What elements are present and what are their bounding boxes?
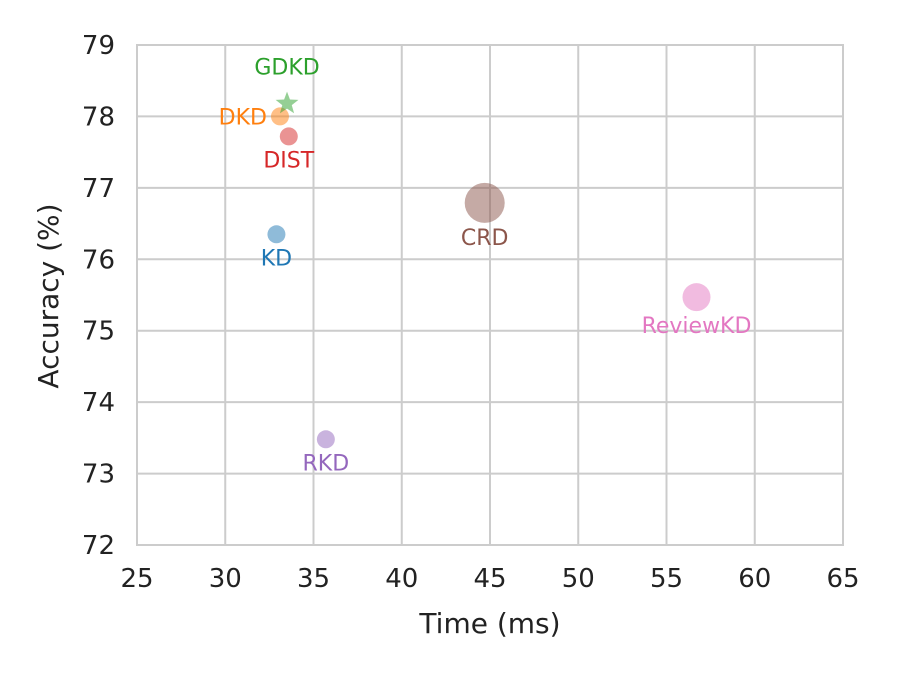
x-tick-label: 50 xyxy=(562,564,595,594)
data-points xyxy=(267,91,711,449)
x-tick-label: 25 xyxy=(120,564,153,594)
y-tick-label: 76 xyxy=(82,245,115,275)
point-dist xyxy=(279,127,298,146)
point-gdkd xyxy=(275,91,299,114)
point-reviewkd xyxy=(682,283,711,312)
plot-frame xyxy=(136,44,844,546)
y-tick-label: 77 xyxy=(82,174,115,204)
point-rkd xyxy=(316,430,335,449)
label-gdkd: GDKD xyxy=(254,56,319,81)
x-tick-label: 40 xyxy=(385,564,418,594)
label-rkd: RKD xyxy=(303,451,350,476)
x-tick-label: 55 xyxy=(650,564,683,594)
label-dkd: DKD xyxy=(219,105,267,130)
y-tick-label: 72 xyxy=(82,531,115,561)
point-dkd xyxy=(270,107,289,126)
label-reviewkd: ReviewKD xyxy=(642,314,752,339)
point-crd xyxy=(464,182,505,223)
point-kd xyxy=(267,225,286,244)
y-tick-label: 79 xyxy=(82,31,115,61)
x-tick-label: 60 xyxy=(738,564,771,594)
x-tick-label: 30 xyxy=(209,564,242,594)
label-crd: CRD xyxy=(461,226,509,251)
y-axis-label: Accuracy (%) xyxy=(32,203,65,388)
label-dist: DIST xyxy=(263,148,314,173)
y-tick-label: 75 xyxy=(82,317,115,347)
x-tick-label: 45 xyxy=(473,564,506,594)
label-kd: KD xyxy=(261,246,292,271)
x-tick-label: 65 xyxy=(826,564,859,594)
y-tick-label: 78 xyxy=(82,102,115,132)
data-labels: KD DKD DIST GDKD RKD CRD ReviewKD xyxy=(219,56,752,477)
y-tick-label: 73 xyxy=(82,460,115,490)
y-tick-label: 74 xyxy=(82,388,115,418)
axis-ticks: 25 30 35 40 45 50 55 60 65 72 73 74 75 76 77 78 79 xyxy=(82,31,860,594)
x-axis-label: Time (ms) xyxy=(418,607,560,640)
x-tick-label: 35 xyxy=(297,564,330,594)
